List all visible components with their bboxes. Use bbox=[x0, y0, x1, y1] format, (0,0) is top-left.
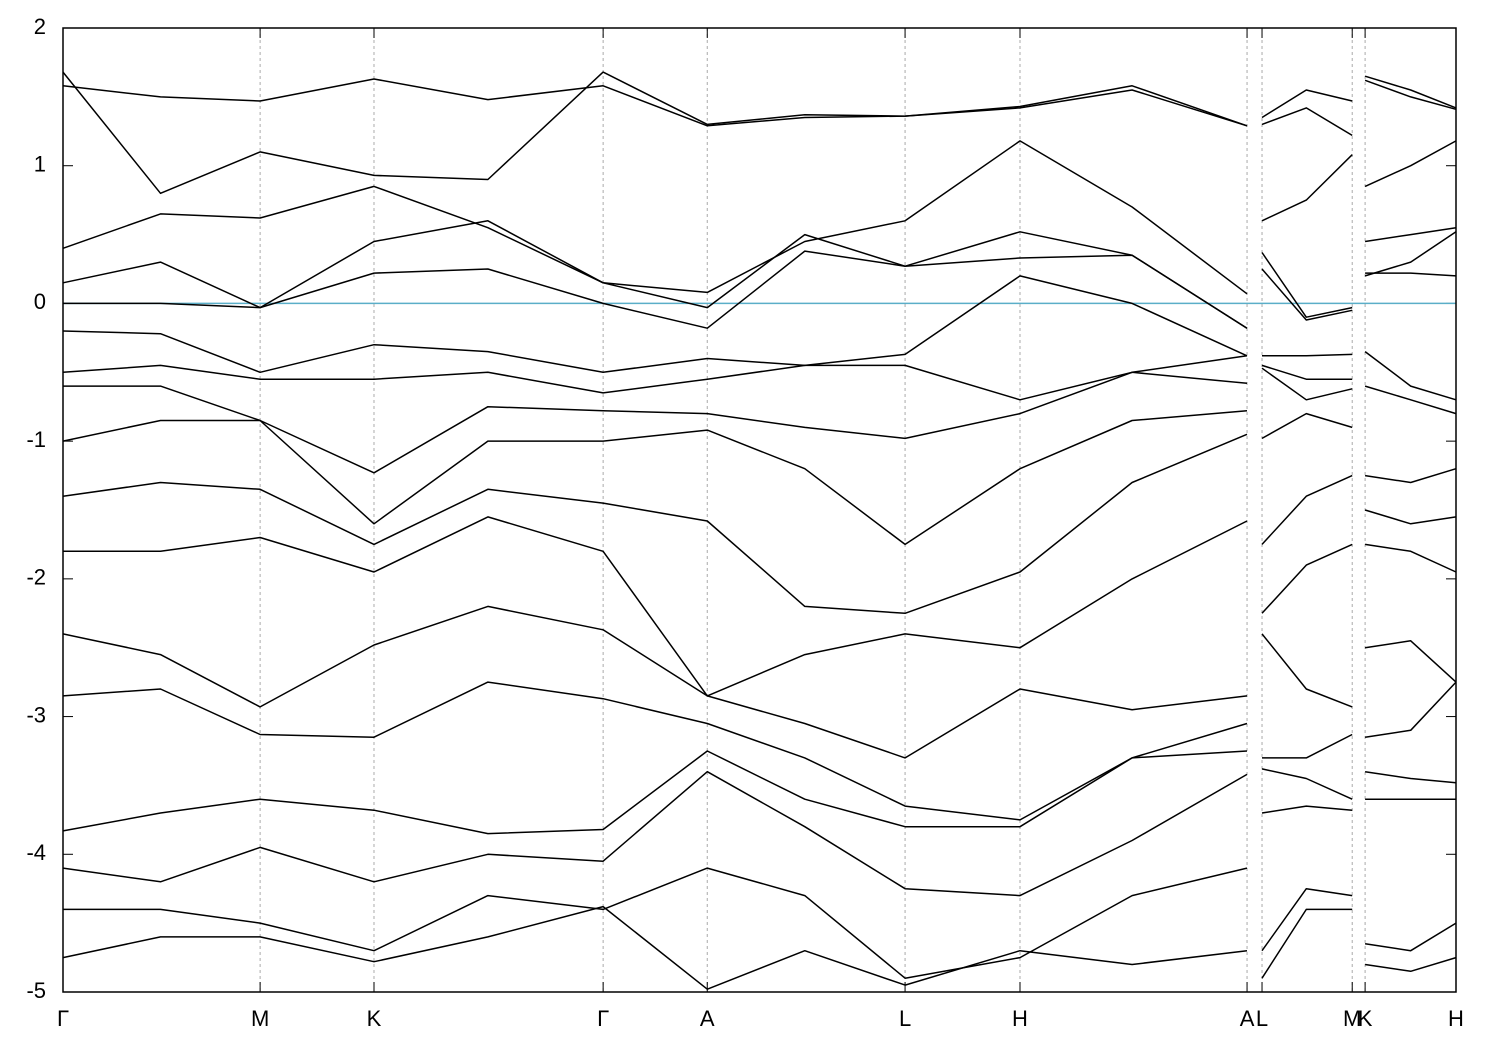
x-tick-label: H bbox=[1012, 1006, 1028, 1031]
band bbox=[62, 433, 1457, 615]
x-tick-label: L bbox=[1256, 1006, 1268, 1031]
band bbox=[62, 905, 1457, 990]
x-tick-label: M bbox=[251, 1006, 269, 1031]
band bbox=[62, 75, 1457, 127]
band bbox=[63, 867, 1457, 979]
band bbox=[62, 272, 1457, 374]
y-tick-label: 0 bbox=[34, 289, 46, 314]
band bbox=[63, 516, 1457, 697]
band bbox=[62, 681, 1457, 821]
x-tick-label: M bbox=[1343, 1006, 1361, 1031]
plot-frame bbox=[62, 27, 1457, 993]
y-tick-label: 1 bbox=[34, 152, 46, 177]
x-tick-label: Γ bbox=[57, 1006, 69, 1031]
band bbox=[62, 605, 1457, 759]
x-tick-label: A bbox=[1240, 1006, 1255, 1031]
x-tick-label: L bbox=[899, 1006, 911, 1031]
band bbox=[62, 71, 1457, 195]
band bbox=[62, 750, 1457, 835]
band bbox=[62, 140, 1457, 295]
band bbox=[62, 220, 1457, 329]
band bbox=[62, 410, 1457, 546]
y-tick-label: -1 bbox=[26, 427, 46, 452]
x-tick-label: A bbox=[700, 1006, 715, 1031]
y-tick-label: -3 bbox=[26, 702, 46, 727]
y-tick-label: -2 bbox=[26, 565, 46, 590]
band bbox=[62, 351, 1457, 401]
x-tick-label: H bbox=[1448, 1006, 1464, 1031]
band bbox=[62, 770, 1456, 897]
x-tick-label: K bbox=[1358, 1006, 1373, 1031]
y-tick-label: 2 bbox=[34, 14, 46, 39]
band bbox=[63, 367, 1457, 474]
y-tick-label: -4 bbox=[26, 840, 46, 865]
x-tick-label: K bbox=[367, 1006, 382, 1031]
band bbox=[63, 231, 1457, 329]
y-tick-label: -5 bbox=[26, 978, 46, 1003]
x-tick-label: Γ bbox=[597, 1006, 609, 1031]
